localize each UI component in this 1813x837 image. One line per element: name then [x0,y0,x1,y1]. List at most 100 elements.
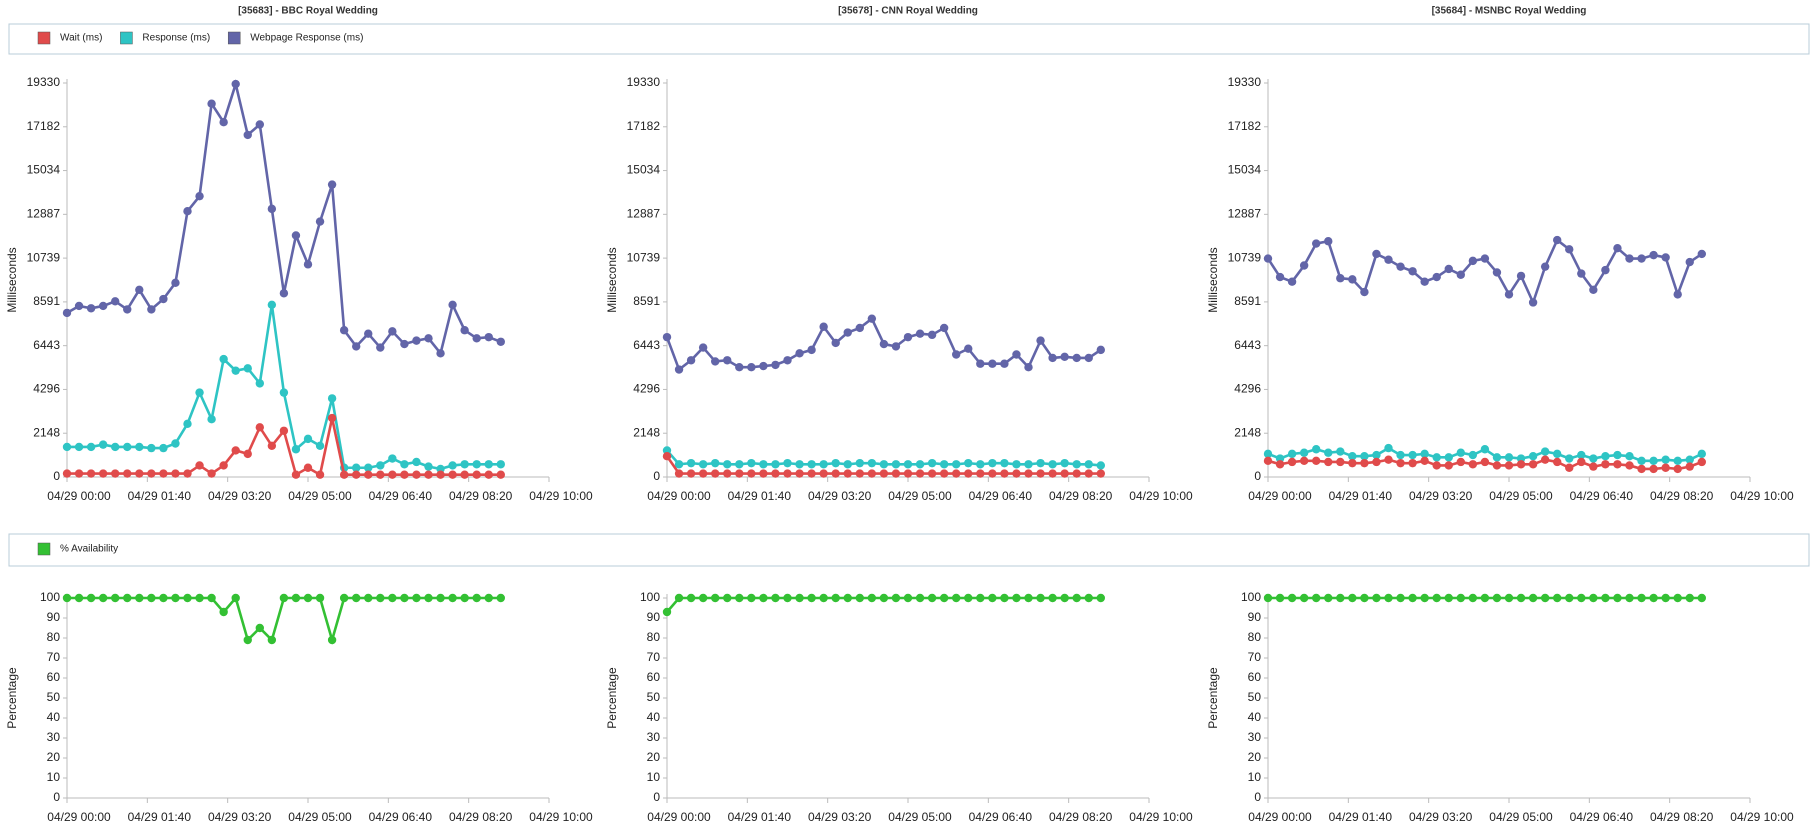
data-point [315,441,325,450]
data-point [460,593,469,603]
data-point [352,593,361,603]
y-tick-label: 0 [1254,469,1261,483]
data-point [1024,469,1033,478]
data-point [1372,450,1381,460]
data-point [771,469,780,478]
data-point [195,388,204,397]
data-point [195,593,204,603]
chart-title: [35683] - BBC Royal Wedding [238,6,378,17]
data-point [1024,460,1033,469]
data-point [135,593,144,603]
data-point [686,458,696,468]
data-point [1601,593,1610,603]
data-point [1589,462,1598,471]
data-point [159,294,168,304]
data-point [1649,464,1658,474]
data-point [735,469,744,478]
data-point [1060,469,1069,478]
data-point [171,439,180,448]
y-tick-label: 20 [1248,750,1262,764]
x-tick-label: 04/29 01:40 [1329,489,1393,503]
data-point [1697,249,1707,259]
data-point [1553,593,1562,603]
data-point [927,330,937,340]
data-point [952,350,961,359]
data-point [1000,593,1009,603]
data-point [1000,469,1009,478]
data-point [98,469,108,478]
data-point [1456,270,1466,279]
data-point [1096,469,1106,478]
data-point [1456,593,1466,603]
data-point [819,322,828,331]
data-point [1649,250,1658,260]
data-point [662,452,672,461]
data-point [1360,458,1369,468]
data-point [723,356,732,365]
data-point [1275,272,1285,282]
data-point [1072,593,1081,603]
data-point [448,470,457,479]
data-point [1060,458,1069,468]
data-point [711,458,720,468]
data-point [711,357,720,366]
x-tick-label: 04/29 10:00 [1129,489,1193,503]
data-point [111,593,120,603]
data-point [1012,350,1021,359]
data-point [327,180,337,189]
data-point [747,469,756,478]
y-tick-label: 12887 [627,206,661,220]
data-point [1012,593,1021,603]
data-point [412,336,421,345]
data-point [1360,593,1369,603]
data-point [1420,593,1429,603]
data-point [843,593,852,603]
y-tick-label: 80 [1248,630,1262,644]
data-point [1084,353,1093,363]
data-point [759,460,768,469]
data-point [171,593,180,603]
y-tick-label: 0 [53,790,60,804]
y-tick-label: 19330 [627,75,661,89]
data-point [267,635,277,645]
x-tick-label: 04/29 10:00 [1129,810,1193,824]
data-point [1263,449,1273,459]
data-point [74,593,84,603]
data-point [98,301,108,311]
x-tick-label: 04/29 03:20 [1409,489,1473,503]
y-tick-label: 50 [47,690,61,704]
y-tick-label: 15034 [27,163,61,177]
data-point [939,593,949,603]
data-point [472,593,481,603]
data-point [1661,455,1670,464]
y-tick-label: 19330 [27,75,61,89]
data-point [86,593,96,603]
x-tick-label: 04/29 08:20 [1049,810,1113,824]
data-point [1528,460,1538,469]
data-point [795,593,804,603]
x-tick-label: 04/29 00:00 [1248,810,1312,824]
series-line [66,79,502,357]
data-point [279,593,289,603]
data-point [915,460,925,469]
data-point [1685,257,1694,267]
data-point [1420,456,1429,466]
y-tick-label: 50 [647,690,661,704]
data-point [183,206,192,216]
data-point [1553,457,1562,467]
data-point [1299,261,1309,270]
data-point [783,458,792,468]
data-point [1360,287,1369,297]
data-point [879,593,889,603]
data-point [1637,593,1646,603]
y-tick-label: 80 [647,630,661,644]
y-tick-label: 2148 [633,425,660,439]
data-point [903,460,913,469]
y-axis-label: Milliseconds [5,247,19,312]
data-point [424,462,433,471]
data-point [472,334,481,343]
data-point [243,635,252,645]
data-point [891,342,901,351]
data-point [1528,298,1538,307]
x-tick-label: 04/29 03:20 [208,489,272,503]
